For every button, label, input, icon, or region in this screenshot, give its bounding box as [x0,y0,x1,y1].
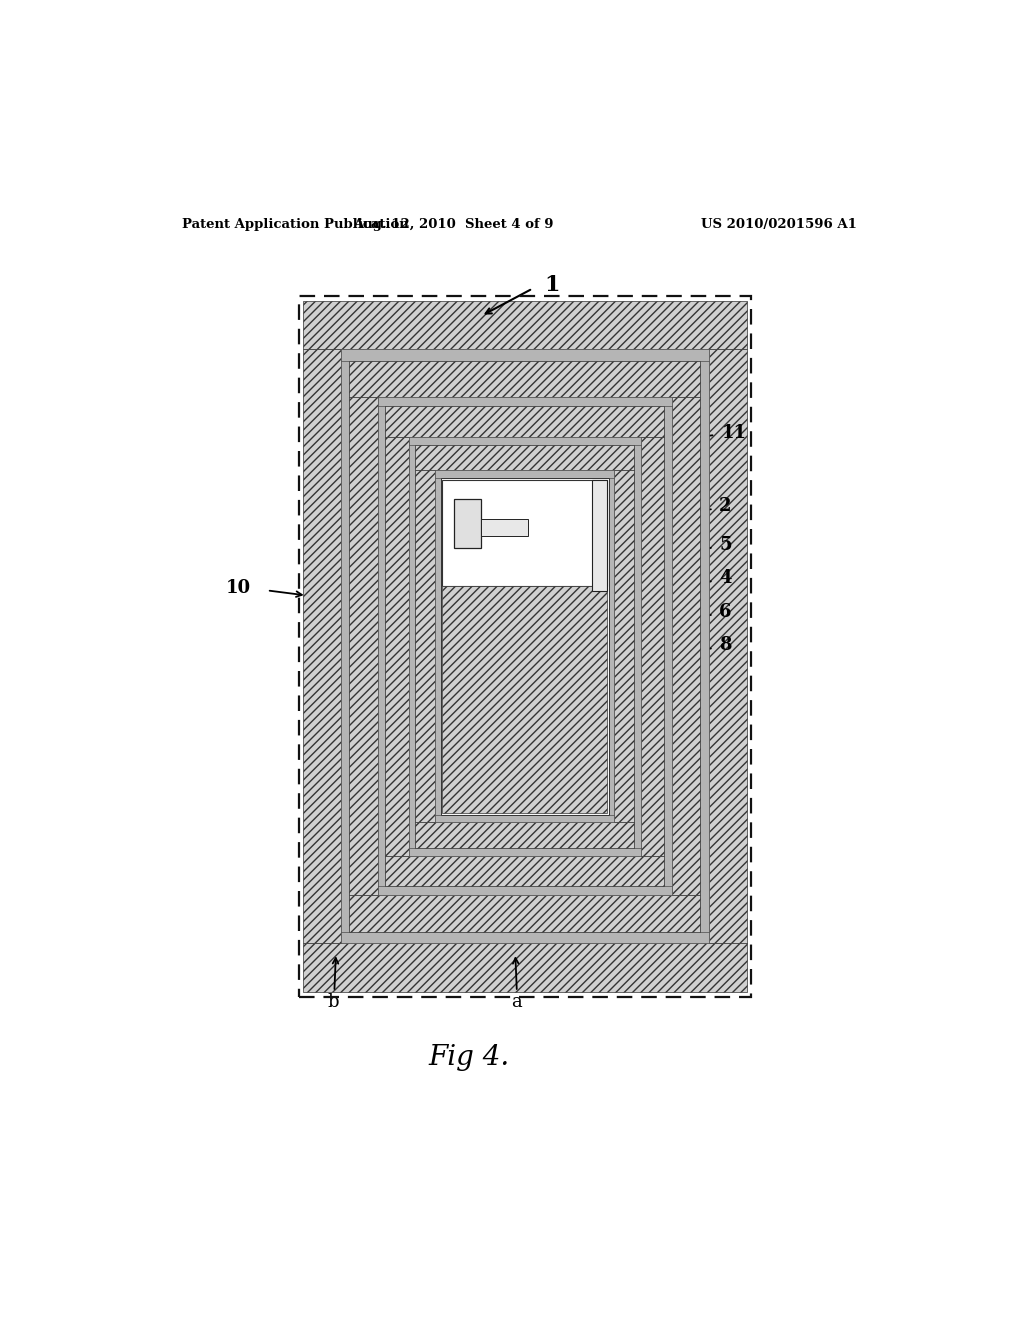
Text: 2: 2 [719,498,732,515]
Text: 5: 5 [719,536,732,553]
Bar [416,445,634,470]
Bar [440,478,609,814]
Bar [665,407,672,886]
Bar [385,407,665,437]
Bar [349,895,700,932]
Bar [416,470,435,822]
Bar [385,437,409,855]
Bar [442,479,607,586]
Bar [409,437,641,445]
Text: 6: 6 [719,603,732,620]
Bar [299,296,751,997]
Text: Fig 4.: Fig 4. [429,1044,510,1072]
Bar [303,301,748,350]
Bar [378,886,672,895]
Text: b: b [327,993,339,1011]
Text: 1: 1 [545,275,560,297]
Bar [409,847,641,855]
Bar [416,822,634,847]
Text: 10: 10 [226,579,251,598]
Bar [409,445,416,847]
Bar [385,855,665,886]
Text: a: a [512,993,522,1011]
Bar [641,437,665,855]
Bar [435,478,440,814]
Bar [700,360,709,932]
Text: Aug. 12, 2010  Sheet 4 of 9: Aug. 12, 2010 Sheet 4 of 9 [353,218,554,231]
Bar [303,942,748,991]
Text: 11: 11 [722,424,746,442]
Bar [634,445,641,847]
Text: 4: 4 [719,569,732,587]
Bar [341,932,709,942]
Bar [609,478,614,814]
Bar [378,397,672,407]
Bar [435,814,614,822]
Text: Patent Application Publication: Patent Application Publication [182,218,409,231]
Bar [709,350,748,942]
Bar [672,397,700,895]
Bar [341,350,709,360]
Bar [303,301,748,991]
Text: US 2010/0201596 A1: US 2010/0201596 A1 [700,218,857,231]
Bar [303,350,341,942]
Bar [435,470,614,478]
Bar [614,470,634,822]
Text: 8: 8 [719,636,732,655]
Bar [349,397,378,895]
Bar [341,360,349,932]
Bar [442,586,607,813]
Bar [349,360,700,397]
Bar [481,519,528,536]
Bar [454,499,481,548]
Bar [592,479,606,590]
Bar [378,407,385,886]
